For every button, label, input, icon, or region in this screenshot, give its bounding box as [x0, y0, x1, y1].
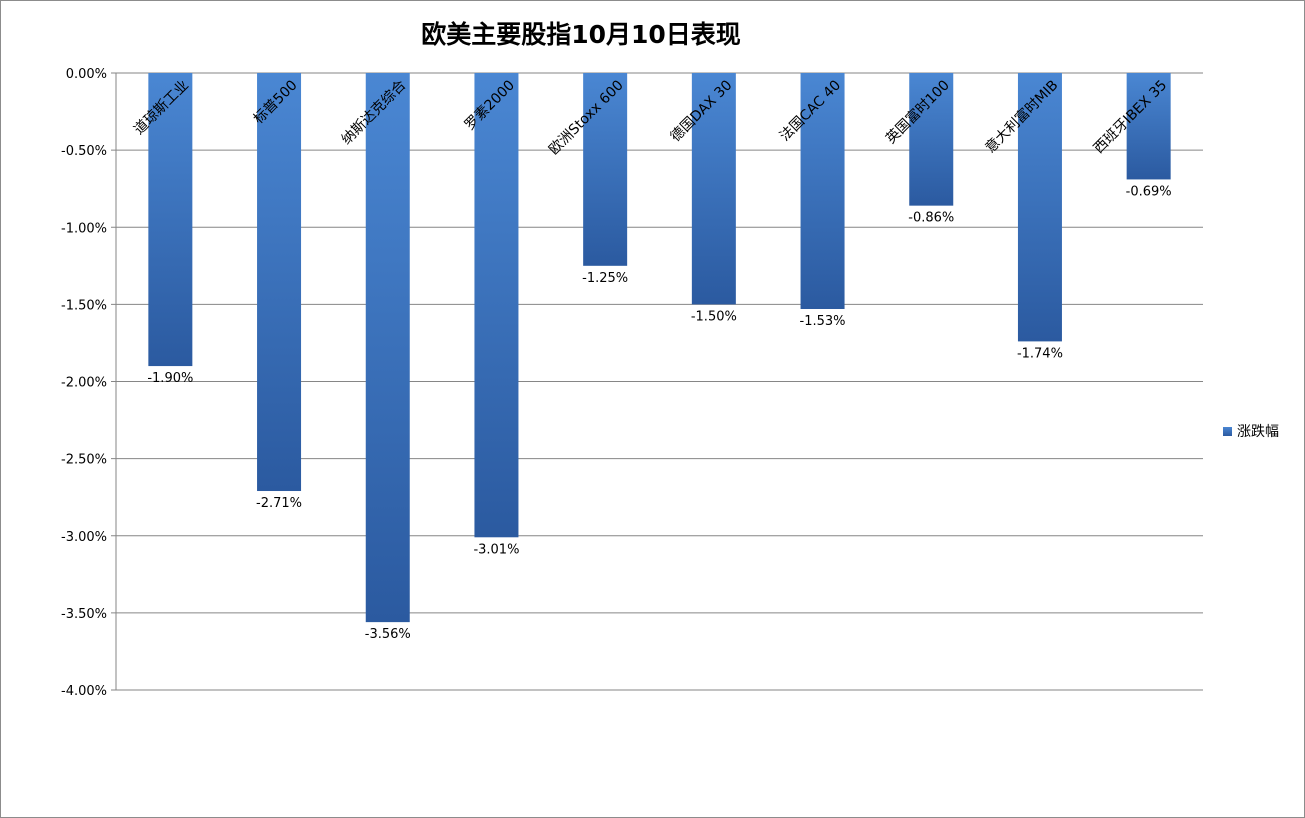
data-label: -3.01% — [473, 542, 519, 557]
y-tick-label: -2.00% — [61, 376, 107, 391]
y-tick-label: -0.50% — [61, 144, 107, 159]
y-tick-label: 0.00% — [66, 67, 107, 82]
data-label: -0.86% — [908, 211, 954, 226]
data-label: -1.90% — [147, 371, 193, 386]
y-tick-label: -1.50% — [61, 298, 107, 313]
bar — [365, 73, 410, 623]
data-label: -1.53% — [800, 314, 846, 329]
bar — [148, 73, 193, 367]
bar — [691, 73, 736, 305]
bar — [800, 73, 845, 310]
data-label: -1.25% — [582, 271, 628, 286]
data-label: -3.56% — [365, 627, 411, 642]
bar — [909, 73, 954, 206]
y-tick-label: -3.50% — [61, 607, 107, 622]
chart-title: 欧美主要股指10月10日表现 — [421, 20, 741, 49]
bar — [474, 73, 519, 538]
data-label: -1.50% — [691, 309, 737, 324]
legend-swatch — [1223, 426, 1232, 436]
y-tick-label: -2.50% — [61, 453, 107, 468]
data-label: -0.69% — [1126, 184, 1172, 199]
y-tick-label: -4.00% — [61, 684, 107, 699]
y-tick-label: -3.00% — [61, 530, 107, 545]
data-label: -1.74% — [1017, 346, 1063, 361]
legend: 涨跌幅 — [1223, 421, 1279, 441]
y-tick-label: -1.00% — [61, 221, 107, 236]
legend-label: 涨跌幅 — [1237, 424, 1279, 440]
data-label: -2.71% — [256, 496, 302, 511]
bar — [583, 73, 628, 266]
bar — [1017, 73, 1062, 342]
bar — [257, 73, 302, 492]
bar — [1126, 73, 1171, 180]
